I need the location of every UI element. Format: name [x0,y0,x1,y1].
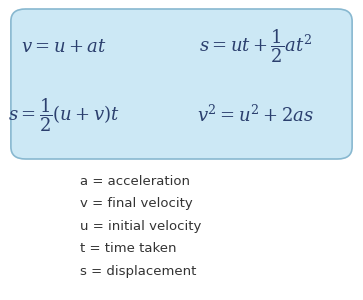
Text: $v^2 = u^2 + 2as$: $v^2 = u^2 + 2as$ [197,105,314,126]
Text: t = time taken: t = time taken [80,242,176,256]
Text: $s = \dfrac{1}{2}(u+v)t$: $s = \dfrac{1}{2}(u+v)t$ [8,97,119,134]
Text: $v = u + at$: $v = u + at$ [21,38,106,56]
Text: v = final velocity: v = final velocity [80,197,193,211]
Text: u = initial velocity: u = initial velocity [80,220,201,233]
FancyBboxPatch shape [11,9,352,159]
Text: a = acceleration: a = acceleration [80,175,190,188]
Text: $s = ut + \dfrac{1}{2}at^2$: $s = ut + \dfrac{1}{2}at^2$ [199,28,313,65]
Text: s = displacement: s = displacement [80,265,196,278]
